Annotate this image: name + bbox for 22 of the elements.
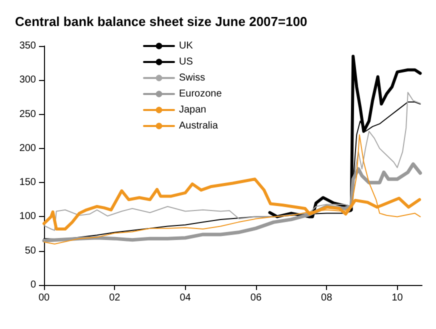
y-tick-label: 300: [19, 74, 36, 86]
x-tick-label: 08: [321, 292, 333, 304]
x-tick-label: 04: [180, 292, 192, 304]
x-tick-label: 10: [392, 292, 404, 304]
legend-label: Australia: [179, 120, 218, 132]
y-tick-label: 250: [19, 108, 36, 120]
legend-label: Swiss: [179, 72, 206, 84]
y-tick-label: 0: [30, 280, 36, 290]
legend-label: UK: [179, 40, 194, 52]
line-series: [44, 134, 421, 245]
legend-label: Japan: [179, 104, 206, 116]
y-tick-label: 100: [19, 211, 36, 222]
y-tick-label: 50: [24, 245, 36, 256]
legend-label: Eurozone: [179, 88, 222, 100]
y-tick-label: 350: [19, 40, 36, 52]
y-tick-label: 150: [19, 177, 36, 188]
legend-label: US: [179, 56, 194, 68]
chart-title: Central bank balance sheet size June 2007=100: [15, 14, 308, 29]
y-tick-label: 200: [19, 142, 36, 154]
x-tick-label: 02: [109, 292, 121, 304]
x-tick-label: 06: [250, 292, 262, 304]
x-tick-label: 00: [38, 292, 50, 304]
